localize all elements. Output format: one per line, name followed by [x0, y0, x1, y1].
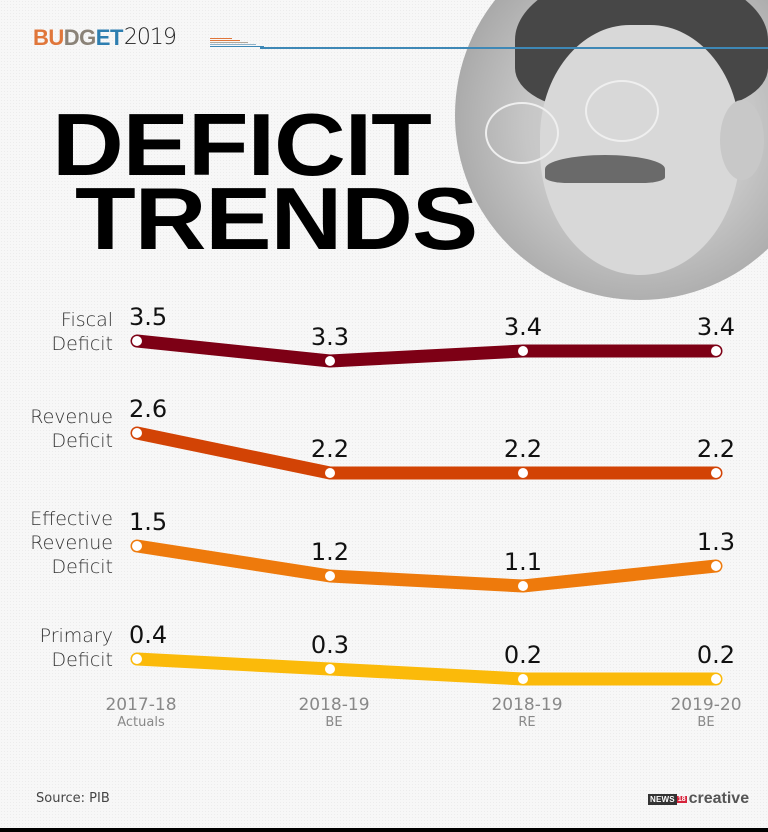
x-tick-label-4: 2019-20 BE: [646, 695, 766, 731]
portrait-mustache: [545, 155, 665, 183]
brand-word: BUDGET: [33, 27, 123, 49]
data-point-1-1: [132, 336, 142, 346]
value-label-3-2: 1.2: [311, 538, 349, 566]
value-label-4-2: 0.3: [311, 631, 349, 659]
series-label-line: Deficit: [51, 430, 113, 452]
title-line-2: TRENDS: [75, 168, 478, 268]
x-tick-sub: BE: [697, 715, 715, 730]
series-label-4: Primary Deficit: [0, 624, 113, 672]
series-label-2: Revenue Deficit: [0, 405, 113, 453]
x-tick-label-3: 2018-19 RE: [467, 695, 587, 731]
page-title: DEFICIT TRENDS: [52, 101, 478, 263]
series-label-line: Deficit: [51, 649, 113, 671]
series-label-1: Fiscal Deficit: [0, 308, 113, 356]
series-label-line: Deficit: [51, 333, 113, 355]
brand-speed-lines: [210, 38, 270, 48]
series-line-4: [130, 652, 723, 686]
value-label-2-4: 2.2: [697, 435, 735, 463]
bottom-bar: [0, 828, 768, 832]
series-label-line: Deficit: [51, 556, 113, 578]
data-point-4-4: [711, 674, 721, 684]
data-point-1-3: [518, 346, 528, 356]
data-point-4-2: [325, 664, 335, 674]
series-line-1: [130, 334, 723, 368]
data-point-3-1: [132, 541, 142, 551]
brand-part-1: BU: [33, 25, 64, 50]
data-point-2-2: [325, 468, 335, 478]
portrait-face: [540, 25, 740, 275]
budget-2019-logo: BUDGET 2019: [33, 25, 177, 51]
data-point-4-1: [132, 654, 142, 664]
data-point-2-1: [132, 428, 142, 438]
x-tick-year: 2017-18: [105, 695, 177, 715]
series-label-line: Revenue: [30, 532, 113, 554]
value-label-3-3: 1.1: [504, 548, 542, 576]
x-tick-sub: BE: [325, 715, 343, 730]
brand-part-3: ET: [95, 25, 124, 50]
value-label-3-4: 1.3: [697, 528, 735, 556]
x-tick-label-1: 2017-18 Actuals: [81, 695, 201, 731]
value-label-1-1: 3.5: [129, 303, 167, 331]
x-tick-year: 2019-20: [670, 695, 742, 715]
series-label-line: Fiscal: [60, 309, 113, 331]
x-tick-sub: RE: [518, 715, 536, 730]
series-line-3: [130, 539, 723, 593]
portrait-photo: [455, 0, 768, 300]
data-point-4-3: [518, 674, 528, 684]
source-note: Source: PIB: [36, 791, 110, 806]
title-line-1: DEFICIT: [52, 95, 432, 194]
data-point-1-2: [325, 356, 335, 366]
x-tick-sub: Actuals: [117, 715, 165, 730]
brand-year: 2019: [123, 25, 177, 50]
data-point-1-4: [711, 346, 721, 356]
data-point-2-3: [518, 468, 528, 478]
data-point-3-3: [518, 581, 528, 591]
series-label-line: Effective: [30, 508, 113, 530]
x-tick-year: 2018-19: [491, 695, 563, 715]
logo-news: NEWS: [648, 793, 677, 805]
series-line-2: [130, 426, 723, 480]
value-label-4-1: 0.4: [129, 621, 167, 649]
portrait-ear: [720, 100, 764, 180]
value-label-2-2: 2.2: [311, 435, 349, 463]
value-label-1-4: 3.4: [697, 313, 735, 341]
value-label-4-3: 0.2: [504, 641, 542, 669]
data-point-3-2: [325, 571, 335, 581]
value-label-3-1: 1.5: [129, 508, 167, 536]
data-point-3-4: [711, 561, 721, 571]
logo-18: 18: [676, 795, 687, 803]
series-label-line: Revenue: [30, 406, 113, 428]
portrait-glasses-left: [485, 102, 559, 164]
value-label-1-3: 3.4: [504, 313, 542, 341]
value-label-4-4: 0.2: [697, 641, 735, 669]
x-tick-year: 2018-19: [298, 695, 370, 715]
brand-part-2: DG: [63, 25, 97, 50]
value-label-1-2: 3.3: [311, 323, 349, 351]
value-label-2-1: 2.6: [129, 395, 167, 423]
series-label-line: Primary: [39, 625, 113, 647]
data-point-2-4: [711, 468, 721, 478]
header-rule: [260, 47, 768, 49]
value-label-2-3: 2.2: [504, 435, 542, 463]
x-tick-label-2: 2018-19 BE: [274, 695, 394, 731]
portrait-glasses-right: [585, 80, 659, 142]
news18-creative-logo: NEWS 18 creative: [648, 790, 749, 808]
series-label-3: Effective Revenue Deficit: [0, 507, 113, 579]
logo-creative: creative: [688, 790, 750, 807]
